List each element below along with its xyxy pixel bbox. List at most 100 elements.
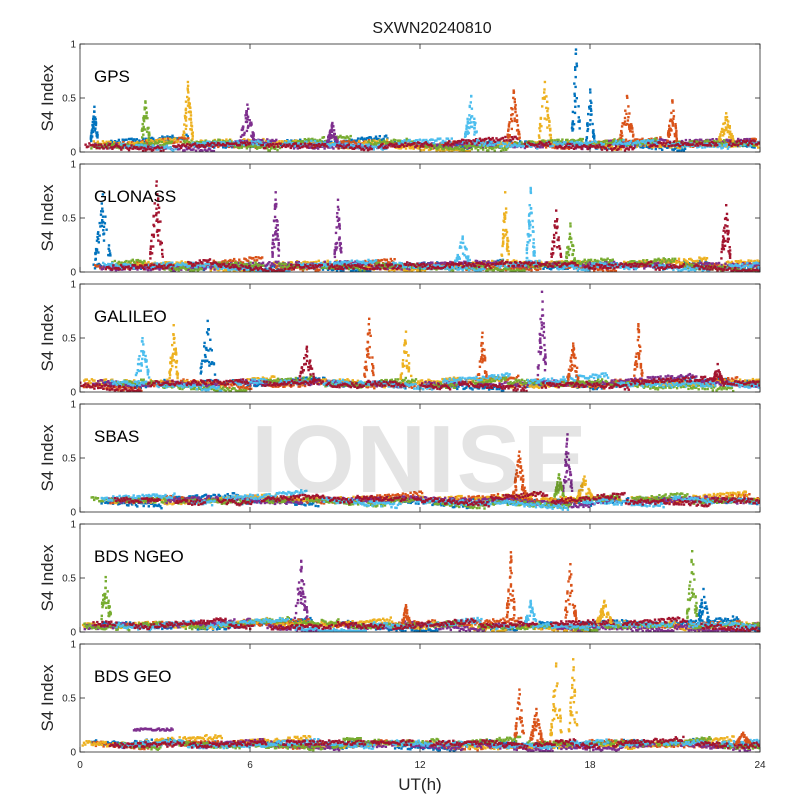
bg-point [488, 263, 491, 266]
bg-point [103, 143, 106, 146]
bg-point [691, 139, 694, 143]
spike-point [92, 130, 95, 134]
bg-point [303, 260, 306, 263]
bg-point [360, 148, 363, 151]
spike-point [512, 91, 515, 94]
spike-point [190, 132, 194, 135]
bg-point [330, 268, 334, 272]
bg-point [357, 145, 361, 148]
bg-point [455, 141, 459, 144]
bg-point [647, 143, 650, 147]
bg-point [319, 141, 322, 144]
bg-point [473, 145, 476, 148]
bg-point [144, 144, 147, 147]
bg-point [248, 139, 251, 142]
bg-point [518, 266, 522, 269]
bg-point [682, 260, 686, 263]
spike-point [719, 139, 722, 142]
bg-point [640, 140, 643, 143]
bg-point [523, 146, 527, 150]
bg-point [370, 147, 373, 151]
bg-point [141, 143, 144, 146]
spike-point [330, 124, 333, 127]
spike-point [245, 113, 249, 116]
spike-point [540, 125, 543, 128]
spike-point [727, 125, 730, 129]
bg-point [655, 139, 658, 142]
spike-point [619, 133, 622, 137]
spike-point [577, 105, 580, 108]
spike-point [189, 128, 192, 131]
bg-point [567, 266, 570, 269]
bg-point [342, 269, 345, 272]
bg-point [609, 141, 612, 144]
bg-point [282, 140, 285, 144]
spike-point [470, 107, 474, 110]
bg-point [459, 140, 462, 143]
bg-point [393, 258, 396, 261]
figure-title: SXWN20240810 [372, 20, 491, 37]
bg-point [489, 146, 493, 150]
bg-point [408, 138, 411, 142]
bg-point [252, 256, 255, 260]
bg-point [511, 141, 514, 145]
bg-point [670, 142, 673, 146]
spike-point [329, 136, 332, 139]
bg-point [462, 148, 466, 152]
bg-point [361, 143, 364, 147]
bg-point [377, 142, 380, 145]
bg-point [305, 140, 308, 143]
bg-point [460, 143, 463, 146]
bg-point [117, 138, 121, 142]
bg-point [483, 142, 487, 145]
bg-point [700, 138, 703, 141]
spike-point [625, 122, 629, 126]
bg-point [583, 260, 587, 263]
bg-point [431, 138, 434, 141]
bg-point [368, 142, 371, 145]
bg-point [566, 142, 569, 146]
spike-point [466, 120, 469, 123]
bg-point [445, 145, 448, 149]
bg-point [146, 145, 150, 148]
bg-point [228, 140, 232, 143]
bg-point [141, 149, 145, 152]
bg-point [566, 138, 569, 142]
bg-point [284, 145, 287, 149]
bg-point [176, 140, 180, 143]
bg-point [152, 143, 156, 146]
bg-point [344, 142, 347, 145]
spike-point [147, 138, 151, 142]
bg-point [733, 143, 736, 146]
spike-point [724, 126, 728, 129]
bg-point [725, 138, 728, 141]
bg-point [440, 143, 444, 147]
bg-point [495, 137, 498, 140]
bg-point [229, 258, 232, 262]
spike-point [335, 139, 338, 143]
bg-point [480, 139, 483, 143]
bg-point [308, 142, 312, 146]
bg-point [713, 262, 716, 266]
spike-point [182, 130, 185, 133]
bg-point [600, 142, 603, 145]
bg-point [299, 138, 302, 141]
bg-point [676, 146, 679, 149]
bg-point [152, 145, 156, 149]
bg-point [224, 269, 228, 272]
bg-point [570, 140, 573, 143]
bg-point [425, 138, 428, 142]
bg-point [665, 144, 668, 147]
bg-point [448, 142, 451, 146]
bg-point [623, 140, 626, 144]
spike-point [539, 116, 543, 120]
bg-point [656, 139, 660, 143]
bg-point [361, 147, 364, 150]
bg-point [500, 144, 503, 148]
bg-point [245, 259, 249, 262]
bg-point [190, 139, 193, 142]
bg-point [268, 139, 272, 142]
spike-point [146, 126, 150, 130]
bg-point [264, 147, 267, 150]
bg-point [121, 146, 124, 149]
